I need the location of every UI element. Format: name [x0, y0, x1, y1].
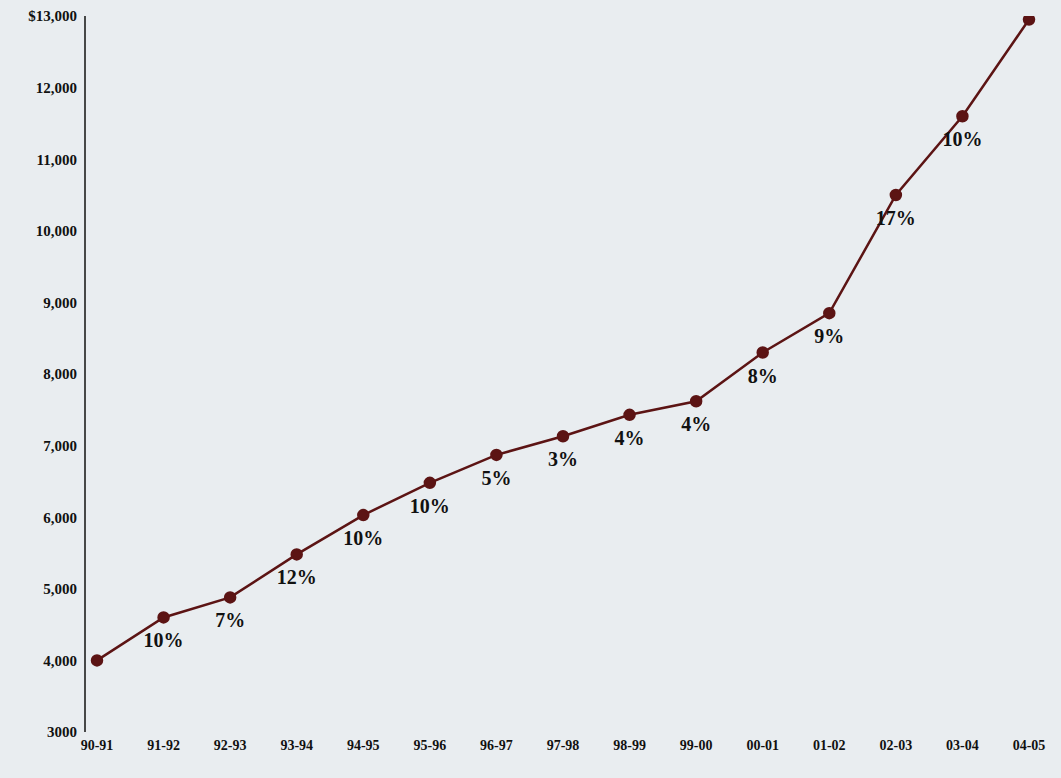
svg-text:92-93: 92-93: [214, 738, 247, 753]
svg-text:4%: 4%: [615, 427, 645, 449]
svg-text:9,000: 9,000: [43, 295, 77, 311]
svg-text:12,000: 12,000: [36, 80, 77, 96]
svg-text:90-91: 90-91: [81, 738, 114, 753]
svg-text:00-01: 00-01: [746, 738, 779, 753]
svg-text:$13,000: $13,000: [28, 8, 77, 24]
svg-text:3%: 3%: [548, 448, 578, 470]
svg-text:10%: 10%: [343, 527, 383, 549]
svg-text:3000: 3000: [47, 724, 77, 740]
svg-text:4%: 4%: [681, 413, 711, 435]
svg-text:11,000: 11,000: [37, 152, 77, 168]
svg-text:04-05: 04-05: [1013, 738, 1046, 753]
svg-text:91-92: 91-92: [147, 738, 180, 753]
svg-text:8%: 8%: [748, 365, 778, 387]
svg-text:96-97: 96-97: [480, 738, 513, 753]
svg-text:02-03: 02-03: [880, 738, 913, 753]
svg-text:03-04: 03-04: [946, 738, 979, 753]
svg-text:98-99: 98-99: [613, 738, 646, 753]
svg-text:10,000: 10,000: [36, 223, 77, 239]
svg-text:17%: 17%: [876, 207, 916, 229]
svg-text:93-94: 93-94: [280, 738, 313, 753]
svg-text:94-95: 94-95: [347, 738, 380, 753]
svg-text:8,000: 8,000: [43, 366, 77, 382]
svg-text:10%: 10%: [410, 495, 450, 517]
svg-text:10%: 10%: [942, 128, 982, 150]
svg-text:6,000: 6,000: [43, 510, 77, 526]
svg-text:95-96: 95-96: [414, 738, 447, 753]
svg-text:4,000: 4,000: [43, 653, 77, 669]
svg-text:7,000: 7,000: [43, 438, 77, 454]
svg-text:10%: 10%: [144, 629, 184, 651]
svg-text:99-00: 99-00: [680, 738, 713, 753]
svg-text:5,000: 5,000: [43, 581, 77, 597]
svg-text:97-98: 97-98: [547, 738, 580, 753]
svg-text:12%: 12%: [277, 566, 317, 588]
svg-text:9%: 9%: [814, 325, 844, 347]
svg-text:5%: 5%: [481, 467, 511, 489]
svg-text:7%: 7%: [215, 609, 245, 631]
svg-text:01-02: 01-02: [813, 738, 846, 753]
